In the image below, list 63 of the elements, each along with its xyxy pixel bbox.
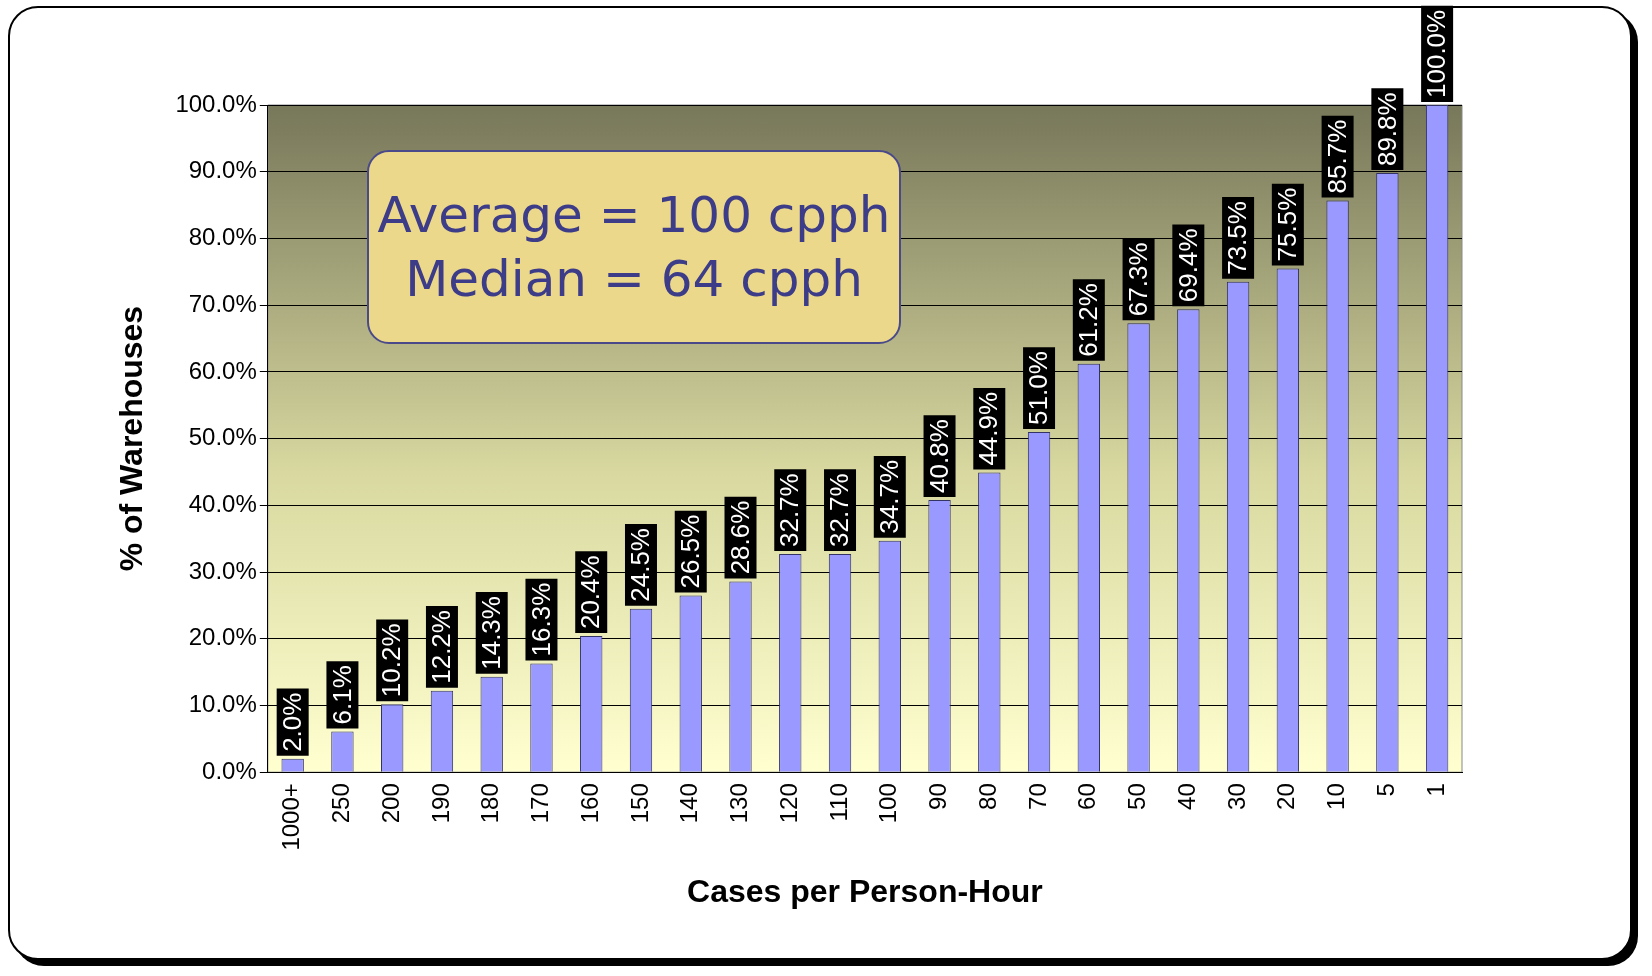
data-label: 26.5% <box>674 514 705 589</box>
data-label: 73.5% <box>1222 201 1253 275</box>
x-tick-label: 160 <box>575 783 603 824</box>
y-axis-title: % of Warehouses <box>113 305 150 572</box>
x-tick-label: 1 <box>1421 783 1449 797</box>
y-tick-label: 100.0% <box>175 89 257 117</box>
x-tick-label: 80 <box>973 783 1001 810</box>
x-tick-label: 20 <box>1272 783 1300 810</box>
data-label: 2.0% <box>276 692 307 752</box>
x-tick-label: 170 <box>526 783 554 824</box>
x-tick-label: 1000+ <box>277 783 305 851</box>
data-label: 85.7% <box>1321 119 1352 194</box>
data-label: 61.2% <box>1072 283 1103 357</box>
data-label: 28.6% <box>724 500 755 575</box>
y-tick-label: 20.0% <box>188 623 257 651</box>
data-label: 32.7% <box>774 473 805 548</box>
y-tick-label: 70.0% <box>188 289 257 317</box>
data-label: 32.7% <box>824 473 855 548</box>
y-tick-label: 0.0% <box>202 756 257 784</box>
x-tick-label: 50 <box>1123 783 1151 810</box>
y-tick-label: 50.0% <box>188 423 257 451</box>
x-tick-label: 190 <box>426 783 454 824</box>
x-tick-label: 140 <box>675 783 703 824</box>
x-tick-label: 120 <box>774 783 802 824</box>
x-tick-label: 60 <box>1073 783 1101 810</box>
x-tick-label: 250 <box>327 783 355 824</box>
x-tick-label: 150 <box>625 783 653 824</box>
data-label: 6.1% <box>326 665 357 725</box>
data-label: 14.3% <box>475 596 506 670</box>
x-axis-title: Cases per Person-Hour <box>687 872 1043 909</box>
data-label: 75.5% <box>1272 187 1303 262</box>
data-label: 69.4% <box>1172 228 1203 303</box>
x-tick-label: 180 <box>476 783 504 824</box>
data-label: 34.7% <box>873 459 904 534</box>
data-label: 10.2% <box>376 623 407 698</box>
x-tick-label: 130 <box>725 783 753 824</box>
x-tick-label: 40 <box>1172 783 1200 810</box>
data-label: 67.3% <box>1122 242 1153 317</box>
data-label: 100.0% <box>1421 9 1452 98</box>
x-tick-label: 110 <box>824 783 852 822</box>
data-label: 24.5% <box>625 528 656 602</box>
data-label: 12.2% <box>426 610 457 684</box>
data-label: 20.4% <box>575 555 606 630</box>
x-tick-label: 10 <box>1322 783 1350 810</box>
annotation: Median = 64 cpph <box>405 249 863 310</box>
data-label: 51.0% <box>1023 351 1054 425</box>
x-tick-label: 70 <box>1023 783 1051 810</box>
y-tick-label: 40.0% <box>188 489 257 517</box>
x-tick-label: 200 <box>376 783 404 824</box>
y-tick-label: 90.0% <box>188 156 257 184</box>
annotation: Average = 100 cpph <box>377 185 891 246</box>
y-tick-label: 10.0% <box>188 690 257 718</box>
x-tick-label: 100 <box>874 783 902 824</box>
y-tick-label: 30.0% <box>188 556 257 584</box>
x-tick-label: 90 <box>924 783 952 810</box>
x-tick-label: 5 <box>1371 783 1399 797</box>
x-tick-label: 30 <box>1222 783 1250 810</box>
data-label: 89.8% <box>1371 92 1402 167</box>
y-tick-label: 80.0% <box>188 223 257 251</box>
data-label: 40.8% <box>923 419 954 493</box>
data-label: 44.9% <box>973 391 1004 466</box>
data-label: 16.3% <box>525 582 556 657</box>
y-tick-label: 60.0% <box>188 356 257 384</box>
